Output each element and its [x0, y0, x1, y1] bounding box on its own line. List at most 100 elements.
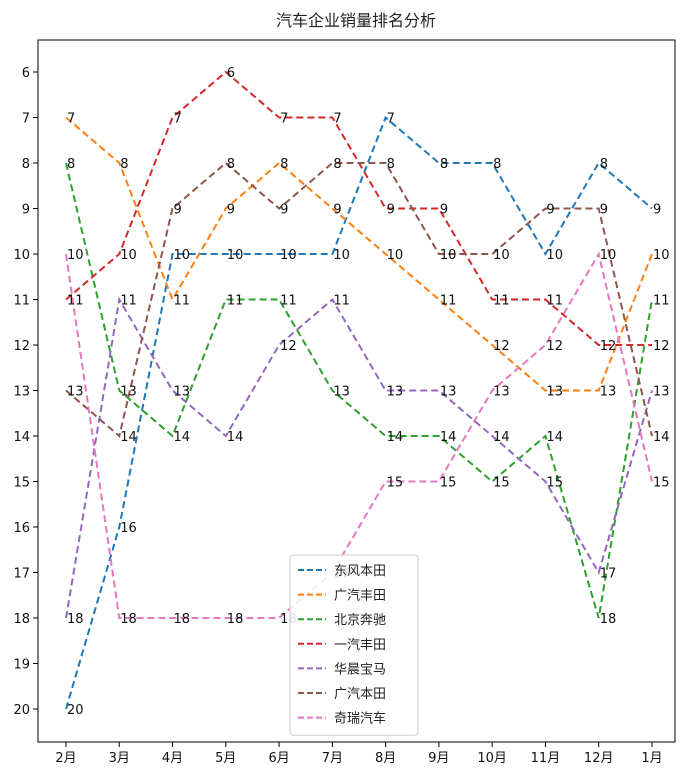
- x-tick-label: 2月: [55, 751, 76, 766]
- data-label: 12: [280, 339, 297, 354]
- data-label: 10: [174, 248, 191, 263]
- data-label: 8: [120, 157, 128, 172]
- data-label: 13: [333, 385, 350, 400]
- y-tick-label: 14: [13, 430, 30, 445]
- data-label: 10: [493, 248, 510, 263]
- data-label: 11: [120, 294, 137, 309]
- legend-label: 东风本田: [334, 564, 386, 579]
- legend-label: 广汽丰田: [334, 589, 386, 604]
- data-label: 8: [227, 157, 235, 172]
- data-label: 12: [653, 339, 670, 354]
- data-label: 15: [653, 476, 670, 491]
- x-tick-label: 4月: [162, 751, 183, 766]
- data-label: 11: [174, 294, 191, 309]
- data-label: 10: [120, 248, 137, 263]
- data-label: 11: [493, 294, 510, 309]
- data-label: 8: [440, 157, 448, 172]
- data-label: 15: [546, 476, 563, 491]
- data-label: 11: [546, 294, 563, 309]
- data-label: 9: [653, 203, 661, 218]
- data-label: 7: [333, 112, 341, 127]
- data-label: 13: [67, 385, 84, 400]
- y-tick-label: 19: [13, 658, 30, 673]
- data-label: 11: [67, 294, 84, 309]
- data-label: 18: [600, 612, 617, 627]
- y-tick-label: 6: [22, 66, 30, 81]
- data-label: 12: [493, 339, 510, 354]
- series-line-5: [65, 161, 653, 438]
- data-label: 14: [120, 430, 137, 445]
- data-label: 10: [333, 248, 350, 263]
- data-label: 12: [546, 339, 563, 354]
- y-tick-label: 11: [13, 294, 30, 309]
- y-tick-label: 16: [13, 521, 30, 536]
- x-tick-label: 9月: [428, 751, 449, 766]
- data-label: 7: [280, 112, 288, 127]
- plot-area: 6 7 8 9 10 11 12 13 14 15 16 17 18 19 20 2月 3月 4月 5月 6月 7月 8月…: [13, 39, 676, 766]
- data-label: 7: [387, 112, 395, 127]
- x-tick-label: 12月: [584, 751, 614, 766]
- data-label: 7: [67, 112, 75, 127]
- data-label: 11: [333, 294, 350, 309]
- legend-label: 奇瑞汽车: [334, 711, 386, 727]
- data-label: 8: [280, 157, 288, 172]
- data-label: 10: [67, 248, 84, 263]
- data-label: 15: [387, 476, 404, 491]
- y-tick-label: 17: [13, 567, 30, 582]
- data-label: 8: [600, 157, 608, 172]
- y-tick-label: 20: [13, 703, 30, 718]
- data-label: 18: [67, 612, 84, 627]
- data-label: 20: [67, 703, 84, 718]
- data-label: 13: [387, 385, 404, 400]
- data-label: 13: [653, 385, 670, 400]
- data-label: 10: [600, 248, 617, 263]
- data-label: 9: [227, 203, 235, 218]
- y-tick-label: 15: [13, 476, 30, 491]
- data-label: 8: [333, 157, 341, 172]
- data-label: 8: [493, 157, 501, 172]
- x-tick-label: 11月: [531, 751, 561, 766]
- y-tick-label: 12: [13, 339, 30, 354]
- legend-label: 华晨宝马: [334, 662, 386, 677]
- data-label: 14: [440, 430, 457, 445]
- data-label: 9: [546, 203, 554, 218]
- y-tick-label: 10: [13, 248, 30, 263]
- data-label: 14: [546, 430, 563, 445]
- x-tick-label: 5月: [215, 751, 236, 766]
- data-label: 10: [653, 248, 670, 263]
- data-label: 11: [653, 294, 670, 309]
- data-label: 14: [493, 430, 510, 445]
- data-label: 15: [493, 476, 510, 491]
- data-label: 18: [174, 612, 191, 627]
- series-line-0: [65, 115, 653, 710]
- y-tick-label: 18: [13, 612, 30, 627]
- data-label: 9: [174, 203, 182, 218]
- x-tick-label: 10月: [477, 751, 507, 766]
- data-label: 10: [440, 248, 457, 263]
- data-label: 10: [227, 248, 244, 263]
- legend-label: 北京奔驰: [334, 613, 386, 628]
- data-label: 11: [440, 294, 457, 309]
- data-label: 10: [387, 248, 404, 263]
- data-label: 14: [387, 430, 404, 445]
- data-label: 13: [120, 385, 137, 400]
- data-label: 14: [653, 430, 670, 445]
- legend-label: 一汽丰田: [334, 638, 386, 653]
- data-label: 13: [440, 385, 457, 400]
- data-label: 16: [120, 521, 137, 536]
- y-tick-label: 9: [22, 203, 30, 218]
- y-tick-label: 8: [22, 157, 30, 172]
- data-label: 13: [493, 385, 510, 400]
- data-label: 14: [174, 430, 191, 445]
- data-label: 13: [546, 385, 563, 400]
- data-label: 17: [600, 567, 617, 582]
- data-label: 18: [227, 612, 244, 627]
- data-label: 11: [227, 294, 244, 309]
- series-line-2: [65, 162, 653, 619]
- y-tick-label: 7: [22, 112, 30, 127]
- data-label: 13: [174, 385, 191, 400]
- x-tick-label: 3月: [109, 751, 130, 766]
- data-label: 14: [227, 430, 244, 445]
- data-label: 9: [600, 203, 608, 218]
